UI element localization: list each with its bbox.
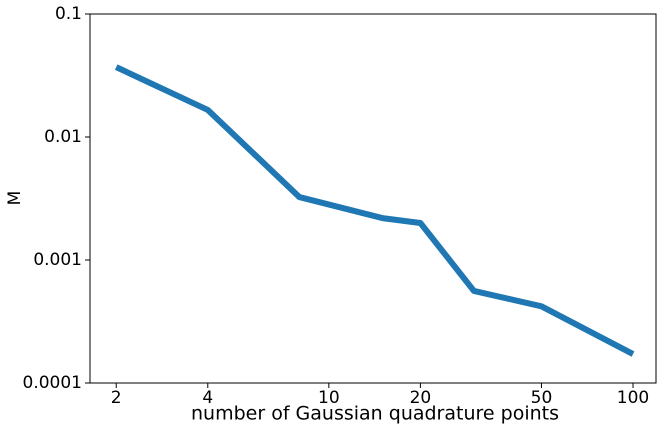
y-tick-label: 0.1 [55,4,82,24]
y-tick-label: 0.01 [44,127,82,147]
x-tick-label: 50 [531,388,553,408]
plot-frame [89,13,657,384]
line-series [114,64,635,357]
y-tick-label: 0.001 [33,250,82,270]
y-axis-label: M [5,191,25,206]
x-tick-label: 2 [111,388,122,408]
x-axis-label: number of Gaussian quadrature points [191,403,559,425]
x-tick-label: 4 [202,388,213,408]
y-tick-label: 0.0001 [23,373,82,393]
x-tick-label: 20 [410,388,432,408]
x-tick-label: 100 [617,388,649,408]
x-tick-label: 10 [318,388,340,408]
